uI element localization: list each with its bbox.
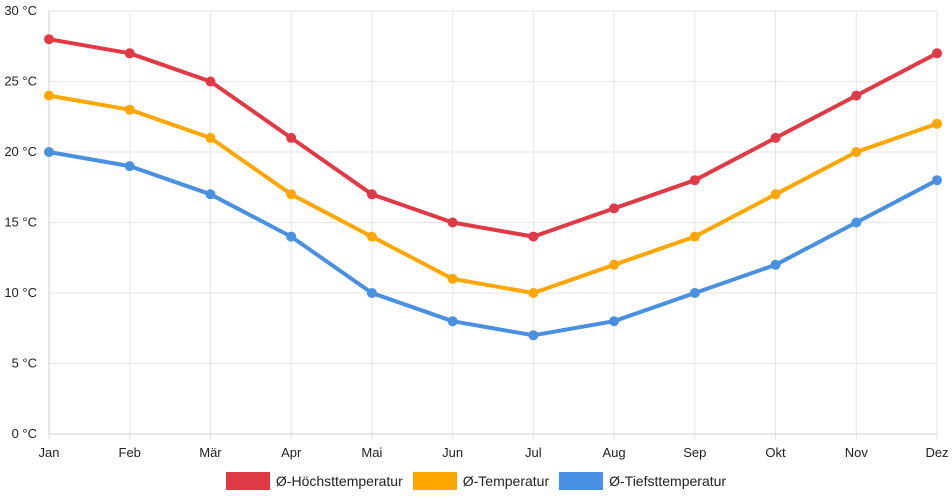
data-point[interactable] [932, 118, 942, 129]
data-point[interactable] [447, 316, 458, 327]
x-tick-label: Jan [39, 445, 60, 460]
data-point[interactable] [205, 189, 216, 200]
data-point[interactable] [366, 189, 377, 200]
data-point[interactable] [286, 132, 297, 143]
data-point[interactable] [770, 189, 781, 200]
data-point[interactable] [205, 76, 216, 87]
legend-item[interactable]: Ø-Höchsttemperatur [225, 472, 403, 490]
x-tick-label: Nov [845, 445, 869, 460]
grid [48, 10, 938, 440]
x-tick-label: Feb [119, 445, 141, 460]
data-point[interactable] [124, 48, 135, 59]
x-tick-label: Okt [765, 445, 786, 460]
data-point[interactable] [205, 132, 216, 143]
x-tick-label: Jun [442, 445, 463, 460]
data-point[interactable] [851, 147, 862, 157]
legend-item[interactable]: Ø-Temperatur [412, 472, 550, 490]
x-tick-label: Dez [925, 445, 948, 460]
y-tick-label: 15 °C [4, 215, 37, 230]
data-point[interactable] [447, 217, 458, 228]
x-tick-label: Mär [199, 445, 222, 460]
legend-item[interactable]: Ø-Tiefsttemperatur [559, 472, 726, 490]
y-tick-label: 10 °C [4, 285, 37, 300]
data-point[interactable] [851, 90, 862, 101]
data-point[interactable] [366, 288, 377, 298]
series-0 [44, 34, 942, 242]
data-point[interactable] [286, 231, 297, 242]
legend-swatch [225, 472, 270, 490]
y-tick-label: 5 °C [12, 356, 37, 371]
data-point[interactable] [44, 34, 54, 45]
data-point[interactable] [851, 217, 862, 228]
series-line [47, 37, 939, 239]
chart-canvas: 0 °C 5 °C 10 °C 15 °C 20 °C 25 °C 30 °C Jan Feb M… [4, 3, 948, 460]
series-2 [44, 147, 942, 341]
x-tick-label: Aug [603, 445, 626, 460]
data-point[interactable] [528, 330, 539, 341]
data-point[interactable] [770, 132, 781, 143]
chart-legend: Ø-Höchsttemperatur Ø-Temperatur Ø-Tiefstte… [0, 472, 952, 490]
data-point[interactable] [528, 231, 539, 242]
data-point[interactable] [528, 288, 539, 298]
data-point[interactable] [366, 231, 377, 242]
data-point[interactable] [44, 90, 54, 101]
data-point[interactable] [286, 189, 297, 200]
legend-label: Ø-Temperatur [462, 473, 550, 489]
x-tick-label: Mai [361, 445, 382, 460]
legend-label: Ø-Höchsttemperatur [275, 473, 403, 489]
x-tick-label: Sep [683, 445, 706, 460]
data-point[interactable] [609, 259, 620, 270]
data-point[interactable] [932, 48, 942, 59]
x-tick-label: Apr [281, 445, 302, 460]
series-1 [44, 90, 942, 298]
legend-label: Ø-Tiefsttemperatur [609, 473, 727, 489]
data-point[interactable] [689, 175, 700, 186]
data-point[interactable] [609, 316, 620, 327]
x-tick-label: Jul [525, 445, 542, 460]
y-tick-label: 0 °C [12, 426, 37, 441]
data-point[interactable] [44, 147, 54, 157]
data-point[interactable] [689, 231, 700, 242]
y-tick-label: 20 °C [4, 144, 37, 159]
data-point[interactable] [447, 273, 458, 284]
data-point[interactable] [609, 203, 620, 214]
y-tick-label: 25 °C [4, 74, 37, 89]
data-point[interactable] [124, 161, 135, 172]
series-line [47, 150, 939, 338]
legend-swatch [559, 472, 604, 490]
data-point[interactable] [689, 288, 700, 298]
data-point[interactable] [124, 104, 135, 115]
y-tick-label: 30 °C [4, 3, 37, 18]
data-point[interactable] [932, 175, 942, 186]
legend-swatch [412, 472, 457, 490]
axes: 0 °C 5 °C 10 °C 15 °C 20 °C 25 °C 30 °C Jan Feb M… [4, 3, 948, 460]
series-lines [44, 34, 942, 341]
series-line [47, 93, 939, 295]
data-point[interactable] [770, 259, 781, 270]
